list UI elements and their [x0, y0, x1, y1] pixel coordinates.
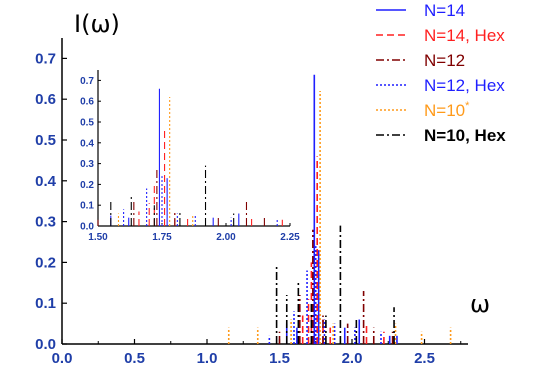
y-tick-label: 0.2	[35, 254, 56, 271]
x-tick-label: 2.5	[414, 350, 435, 367]
main-bars	[227, 74, 452, 344]
inset-x-tick-label: 2.25	[280, 232, 300, 243]
x-tick-label: 1.5	[269, 350, 290, 367]
legend-label: N=10, Hex	[424, 126, 506, 145]
legend-label: N=14, Hex	[424, 26, 505, 45]
inset-y-tick-label: 0.3	[80, 159, 94, 170]
y-tick-label: 0.5	[35, 132, 56, 149]
inset-background	[96, 58, 292, 242]
x-tick-label: 0.0	[52, 350, 73, 367]
legend-label: N=10*	[424, 100, 470, 120]
legend-label: N=14	[424, 1, 465, 20]
legend-label: N=12, Hex	[424, 76, 505, 95]
inset-y-tick-label: 0.2	[80, 180, 94, 191]
y-tick-label: 0.7	[35, 50, 56, 67]
x-tick-label: 1.0	[197, 350, 218, 367]
y-axis-label: I(ω)	[74, 10, 120, 38]
x-axis-label: ω	[470, 290, 490, 318]
inset-y-tick-label: 0.5	[80, 118, 94, 129]
x-tick-label: 0.5	[124, 350, 145, 367]
y-tick-label: 0.1	[35, 295, 56, 312]
inset-x-tick-label: 2.00	[216, 232, 236, 243]
inset-x-tick-label: 1.50	[88, 232, 108, 243]
main-axes: 0.0 0.1 0.2 0.3 0.4 0.5 0.6 0.7 0.0 0.5 1.0 1.5 2.0 2…	[35, 38, 468, 367]
inset-y-tick-label: 0.7	[80, 76, 94, 87]
inset-plot: 0.0 0.1 0.2 0.3 0.4 0.5 0.6 0.7 1.50 1.75 2.00 2.25	[80, 58, 300, 243]
inset-x-tick-label: 1.75	[152, 232, 172, 243]
legend-label: N=12	[424, 51, 465, 70]
x-tick-label: 2.0	[342, 350, 363, 367]
y-tick-label: 0.3	[35, 214, 56, 231]
y-tick-label: 0.0	[35, 336, 56, 353]
inset-y-tick-label: 0.1	[80, 201, 94, 212]
inset-y-tick-label: 0.4	[80, 138, 94, 149]
y-tick-label: 0.6	[35, 91, 56, 108]
legend: N=14 N=14, Hex N=12 N=12, Hex N=10* N=10, Hex	[376, 1, 506, 145]
inset-y-tick-label: 0.6	[80, 97, 94, 108]
y-tick-label: 0.4	[35, 173, 57, 190]
inset-y-tick-label: 0.0	[80, 222, 94, 233]
